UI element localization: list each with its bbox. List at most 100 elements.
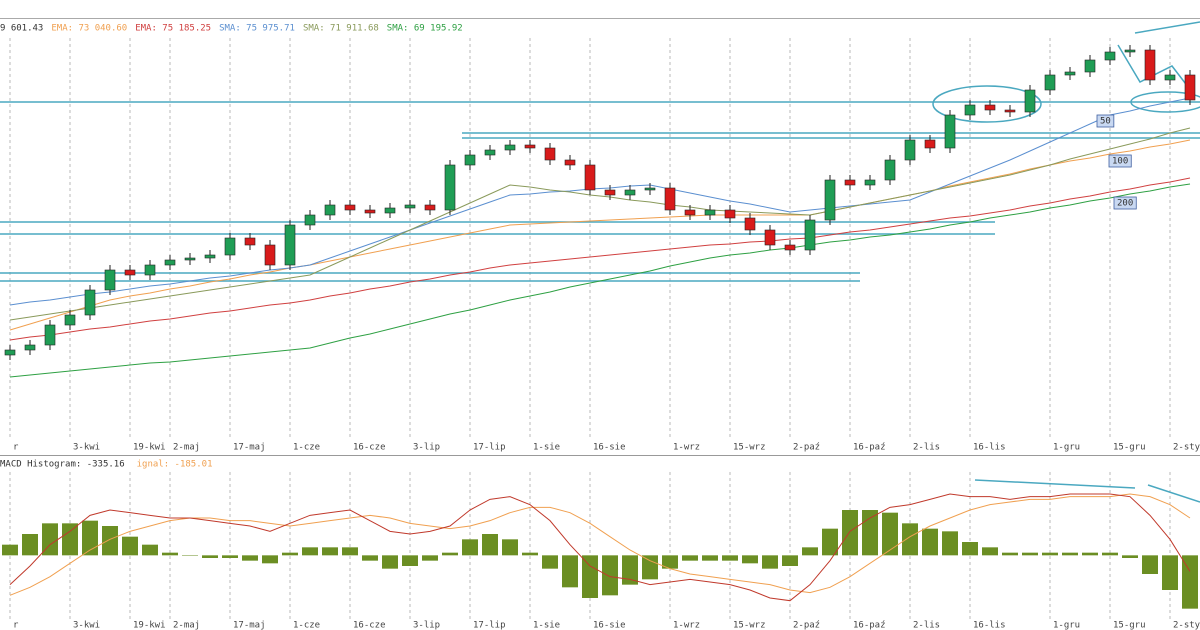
candle-body [1044, 74, 1056, 91]
histogram-bar [202, 555, 218, 558]
candle-body [1164, 74, 1176, 81]
x-tick-label: 2-sty-2024 [1173, 443, 1200, 453]
x-tick-label: 16-lis [973, 443, 1006, 453]
histogram-bar [662, 555, 678, 569]
candle-body [164, 259, 176, 266]
histogram-bar [682, 555, 698, 561]
candle-body [364, 209, 376, 214]
candle-body [504, 144, 516, 151]
x-tick-label: 2-lis [913, 621, 940, 630]
moving-average-line [9, 127, 1191, 321]
moving-average-line [9, 97, 1191, 306]
candle-body [124, 269, 136, 276]
candle-body [184, 257, 196, 261]
histogram-bar [1162, 555, 1178, 590]
histogram-bar [102, 526, 118, 556]
histogram-bar [782, 555, 798, 566]
candle-body [704, 209, 716, 216]
candle-body [944, 114, 956, 149]
histogram-bar [1122, 555, 1138, 558]
x-tick-label: 3-kwi [73, 443, 100, 453]
histogram-bar [2, 544, 18, 556]
histogram-bar [302, 547, 318, 556]
trend-line [1134, 21, 1200, 34]
candle-body [1084, 59, 1096, 73]
histogram-bar [22, 534, 38, 556]
candle-body [1104, 51, 1116, 61]
legend-entry: 9 601.43 [0, 24, 43, 34]
candle-body [44, 324, 56, 346]
histogram-bar [822, 528, 838, 556]
x-tick-label: 1-wrz [673, 443, 700, 453]
x-tick-label: 17-lip [473, 621, 506, 630]
histogram-bar [322, 547, 338, 556]
legend-entry: SMA: 69 195.92 [387, 24, 463, 34]
candle-body [904, 139, 916, 161]
macd-line [9, 493, 1191, 596]
candle-body [204, 254, 216, 259]
candle-body [524, 144, 536, 149]
histogram-bar [642, 555, 658, 580]
histogram-bar [602, 555, 618, 596]
histogram-bar [502, 539, 518, 556]
candle-body [1064, 71, 1076, 76]
x-tick-label: 15-wrz [733, 443, 766, 453]
candle-body [624, 189, 636, 196]
x-tick-label: 1-gru [1053, 443, 1080, 453]
candle-body [544, 147, 556, 161]
candle-body [144, 264, 156, 276]
histogram-bar [1182, 555, 1198, 609]
histogram-bar [162, 552, 178, 556]
histogram-bar [982, 547, 998, 556]
x-tick-label: 2-maj [173, 621, 200, 630]
histogram-bar [522, 552, 538, 556]
candle-body [4, 349, 16, 356]
candle-body [964, 104, 976, 116]
legend-entry: EMA: 75 185.25 [135, 24, 211, 34]
candle-body [884, 159, 896, 181]
candle-body [1024, 89, 1036, 113]
x-tick-label: 17-maj [233, 443, 266, 453]
legend-entry: SMA: 75 975.71 [219, 24, 295, 34]
ma-tag-box [1108, 154, 1132, 168]
histogram-bar [542, 555, 558, 569]
histogram-bar [842, 510, 858, 556]
x-tick-label: 16-lis [973, 621, 1006, 630]
moving-average-line [9, 183, 1191, 378]
histogram-bar [1142, 555, 1158, 574]
histogram-bar [62, 523, 78, 556]
histogram-bar [1062, 552, 1078, 556]
x-tick-label: 16-paź [853, 443, 886, 453]
toolbar [0, 0, 1200, 18]
candle-body [84, 289, 96, 316]
candle-body [584, 164, 596, 191]
candle-body [724, 209, 736, 219]
candle-body [224, 237, 236, 256]
trend-line [1117, 44, 1193, 93]
histogram-bar [1022, 552, 1038, 556]
candle-body [404, 204, 416, 209]
trend-line [974, 479, 1136, 489]
x-tick-label: 3-kwi [73, 621, 100, 630]
grid [9, 38, 1171, 620]
candle-body [24, 344, 36, 351]
candle-body [324, 204, 336, 216]
x-tick-label: 16-cze [353, 621, 386, 630]
candle-body [984, 104, 996, 111]
histogram-bar [1002, 552, 1018, 556]
candle-body [1184, 74, 1196, 101]
candle-body [244, 237, 256, 246]
histogram-bar [962, 542, 978, 556]
candle-body [664, 187, 676, 211]
histogram-bar [242, 555, 258, 561]
legend-entry: MACD Histogram: -335.16 [0, 460, 125, 470]
candle-body [344, 204, 356, 211]
ma-tag-box [1096, 114, 1115, 128]
histogram-bar [342, 547, 358, 556]
annotations [0, 21, 1200, 503]
ma-tag: 100 [1112, 157, 1128, 167]
x-tick-label: 2-sty-2024 [1173, 621, 1200, 630]
histogram-bar [422, 555, 438, 561]
candle-body [604, 189, 616, 196]
